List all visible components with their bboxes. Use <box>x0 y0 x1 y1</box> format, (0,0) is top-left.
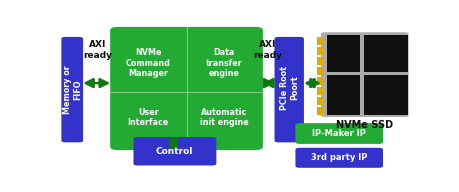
Text: PCIe Root
Poort: PCIe Root Poort <box>279 66 298 110</box>
Bar <box>363 75 407 115</box>
Bar <box>363 35 407 72</box>
Bar <box>326 75 359 115</box>
Bar <box>316 87 323 95</box>
Text: Data
transfer
engine: Data transfer engine <box>205 48 242 78</box>
Text: NVMe SSD: NVMe SSD <box>335 120 392 130</box>
FancyBboxPatch shape <box>61 37 83 142</box>
FancyBboxPatch shape <box>295 148 382 168</box>
FancyBboxPatch shape <box>133 137 216 166</box>
Bar <box>316 67 323 75</box>
FancyBboxPatch shape <box>274 37 303 142</box>
Text: User
Interface: User Interface <box>127 108 168 127</box>
Bar <box>316 47 323 55</box>
Text: Control: Control <box>156 147 193 156</box>
FancyBboxPatch shape <box>110 27 262 150</box>
Text: Automatic
init engine: Automatic init engine <box>199 108 248 127</box>
FancyBboxPatch shape <box>295 123 382 144</box>
FancyBboxPatch shape <box>320 32 408 117</box>
Bar <box>316 57 323 65</box>
Bar <box>316 37 323 45</box>
Text: Memory or
FIFO: Memory or FIFO <box>62 65 82 114</box>
Bar <box>326 35 359 72</box>
Bar <box>316 77 323 85</box>
Text: NVMe
Command
Manager: NVMe Command Manager <box>125 48 170 78</box>
Text: AXI
ready: AXI ready <box>252 40 281 60</box>
Bar <box>316 97 323 105</box>
Text: IP-Maker IP: IP-Maker IP <box>311 129 365 138</box>
Text: AXI
ready: AXI ready <box>83 40 112 60</box>
Bar <box>316 107 323 115</box>
Text: 3rd party IP: 3rd party IP <box>310 153 366 162</box>
